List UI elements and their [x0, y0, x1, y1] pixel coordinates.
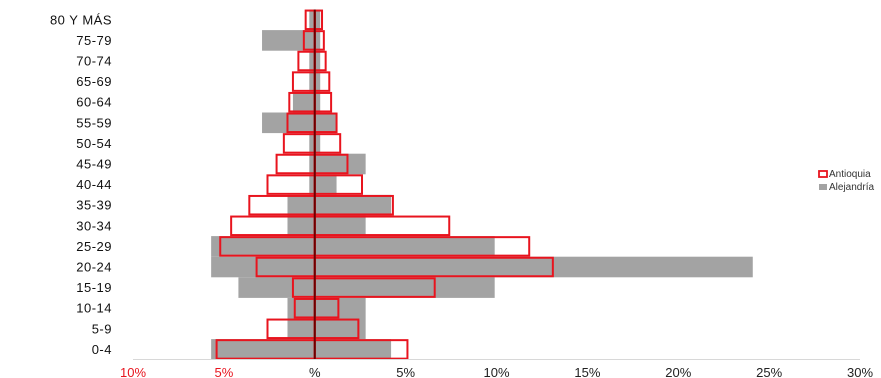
bar-alejandria-left-7 — [309, 153, 315, 175]
x-tick-label-0: 10% — [120, 365, 146, 378]
age-label-15: 5-9 — [92, 321, 112, 336]
legend-label-alejandria: Alejandría — [829, 182, 874, 193]
age-label-13: 15-19 — [76, 280, 112, 295]
alejandria-bars — [211, 9, 753, 360]
bar-alejandria-right-6 — [314, 133, 321, 154]
bar-alejandria-left-12 — [211, 256, 315, 278]
bar-alejandria-left-6 — [309, 133, 315, 154]
bar-alejandria-left-2 — [309, 50, 315, 72]
age-label-1: 75-79 — [76, 33, 112, 48]
bar-alejandria-right-1 — [314, 30, 321, 51]
age-label-2: 70-74 — [76, 54, 112, 69]
bar-alejandria-right-14 — [314, 297, 366, 319]
antioquia-bars — [215, 9, 554, 360]
bar-alejandria-right-3 — [314, 71, 321, 92]
x-tick-label-4: 10% — [483, 365, 509, 378]
age-label-9: 35-39 — [76, 198, 112, 213]
bar-alejandria-left-14 — [287, 297, 315, 319]
x-tick-label-6: 20% — [665, 365, 691, 378]
x-tick-label-7: 25% — [756, 365, 782, 378]
bar-alejandria-right-10 — [314, 215, 366, 237]
legend: Antioquia Alejandría — [818, 169, 874, 193]
bar-alejandria-left-10 — [287, 215, 315, 237]
bar-alejandria-left-8 — [309, 174, 315, 195]
x-axis-tick-labels: 10% 5%% 5% 10% 15% 20% 25% 30% — [120, 365, 873, 378]
age-label-12: 20-24 — [76, 260, 112, 275]
bar-alejandria-left-16 — [211, 339, 315, 360]
age-label-3: 65-69 — [76, 74, 112, 89]
bar-antioquia-left-8 — [266, 174, 316, 195]
age-label-0: 80 Y MÁS — [50, 12, 112, 27]
legend-label-antioquia: Antioquia — [829, 169, 871, 180]
bar-alejandria-right-0 — [314, 9, 321, 31]
x-tick-label-3: 5% — [396, 365, 415, 378]
x-tick-label-8: 30% — [847, 365, 873, 378]
bar-alejandria-right-4 — [314, 91, 321, 113]
bar-alejandria-left-3 — [309, 71, 315, 92]
age-label-7: 45-49 — [76, 157, 112, 172]
bar-alejandria-right-11 — [314, 236, 495, 257]
age-label-11: 25-29 — [76, 239, 112, 254]
bar-alejandria-left-11 — [211, 236, 315, 257]
bar-alejandria-left-1 — [262, 30, 315, 51]
bar-alejandria-right-15 — [314, 318, 366, 340]
bar-alejandria-left-15 — [287, 318, 315, 340]
bar-alejandria-right-16 — [314, 339, 392, 360]
x-tick-label-5: 15% — [574, 365, 600, 378]
bar-alejandria-right-7 — [314, 153, 366, 175]
bar-alejandria-right-5 — [314, 112, 337, 134]
bar-alejandria-right-13 — [314, 277, 495, 298]
legend-swatch-alejandria — [819, 184, 827, 190]
age-label-6: 50-54 — [76, 136, 112, 151]
bar-alejandria-left-0 — [309, 9, 315, 31]
x-tick-label-2: % — [309, 365, 321, 378]
bar-alejandria-right-8 — [314, 174, 337, 195]
age-label-5: 55-59 — [76, 115, 112, 130]
bar-alejandria-left-13 — [238, 277, 315, 298]
age-label-10: 30-34 — [76, 218, 112, 233]
bar-alejandria-right-2 — [314, 50, 321, 72]
bar-antioquia-left-7 — [275, 153, 316, 175]
bar-alejandria-left-4 — [292, 91, 315, 113]
bar-alejandria-right-12 — [314, 256, 753, 278]
age-label-16: 0-4 — [92, 342, 112, 357]
age-label-14: 10-14 — [76, 301, 112, 316]
legend-swatch-antioquia — [818, 170, 828, 178]
bar-alejandria-left-9 — [287, 194, 315, 216]
bar-alejandria-right-9 — [314, 194, 392, 216]
age-label-4: 60-64 — [76, 95, 112, 110]
x-tick-label-1: 5% — [214, 365, 233, 378]
age-label-8: 40-44 — [76, 177, 112, 192]
age-group-labels: 80 Y MÁS 75-79 70-74 65-69 60-64 55-59 50-54 45… — [50, 12, 112, 357]
